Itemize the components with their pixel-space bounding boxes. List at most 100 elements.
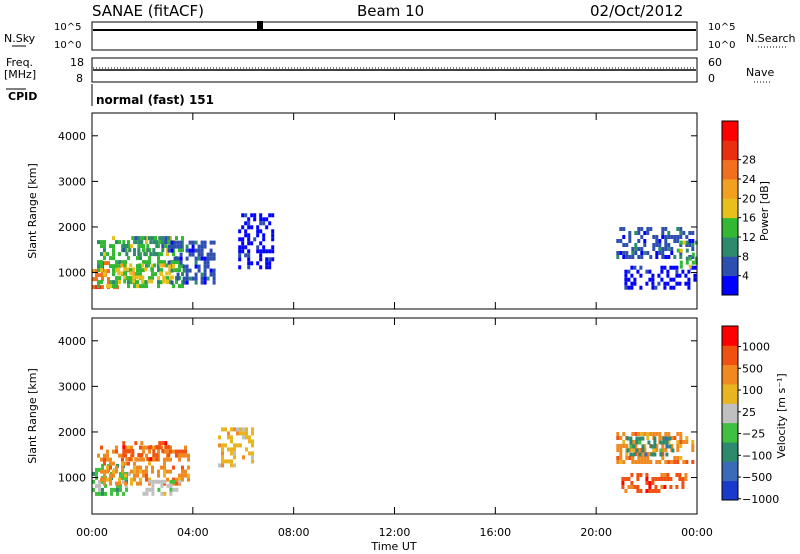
velocity-echo-cell: [178, 449, 181, 454]
power-echo-cell: [151, 272, 154, 277]
power-echo-cell: [118, 240, 121, 245]
power-echo-cell: [663, 281, 667, 286]
power-echo-cell: [657, 281, 661, 286]
velocity-echo-cell: [139, 469, 142, 474]
power-echo-cell: [147, 263, 151, 268]
velocity-echo-cell: [152, 457, 156, 462]
velocity-echo-cell: [131, 449, 135, 454]
velocity-echo-cell: [662, 436, 666, 441]
power-echo-cell: [667, 247, 671, 251]
power-echo-cell: [157, 276, 160, 281]
velocity-echo-cell: [160, 465, 163, 470]
velocity-echo-cell: [679, 444, 683, 448]
velocity-echo-cell: [675, 485, 679, 489]
power-echo-cell: [124, 260, 127, 265]
velocity-echo-cell: [616, 456, 620, 460]
velocity-echo-cell: [236, 431, 239, 436]
velocity-echo-cell: [233, 443, 236, 448]
velocity-echo-cell: [616, 444, 620, 448]
velocity-echo-cell: [666, 473, 670, 477]
power-echo-cell: [633, 277, 637, 282]
velocity-echo-cell: [653, 440, 657, 445]
velocity-echo-cell: [101, 479, 104, 484]
velocity-echo-cell: [637, 456, 641, 460]
velocity-echo-cell: [661, 448, 665, 452]
power-echo-cell: [100, 240, 103, 245]
nsky-label: N.Sky: [4, 32, 36, 45]
velocity-echo-cell: [98, 491, 101, 496]
velocity-echo-cell: [636, 477, 640, 481]
power-echo-cell: [97, 260, 100, 265]
power-echo-cell: [206, 260, 210, 265]
velocity-echo-cell: [678, 477, 682, 481]
power-echo-cell: [142, 268, 145, 273]
power-echo-cell: [660, 277, 664, 282]
velocity-echo-cell: [163, 461, 166, 466]
power-echo-cell: [652, 243, 656, 247]
velocity-echo-cell: [645, 473, 649, 477]
power-echo-cell: [185, 280, 189, 285]
velocity-colorbar-tick-label: 25: [742, 406, 756, 419]
power-echo-cell: [259, 253, 263, 258]
power-echo-cell: [162, 275, 166, 280]
velocity-echo-cell: [133, 473, 136, 478]
power-echo-cell: [655, 239, 659, 243]
velocity-ylabel: Slant Range [km]: [26, 368, 39, 464]
power-echo-cell: [185, 248, 189, 253]
velocity-echo-cell: [169, 491, 173, 496]
power-echo-cell: [624, 281, 628, 286]
power-echo-cell: [209, 268, 213, 273]
velocity-echo-cell: [115, 465, 118, 470]
power-ylabel: Slant Range [km]: [26, 163, 39, 259]
velocity-echo-cell: [166, 449, 169, 454]
power-echo-cell: [158, 236, 162, 241]
velocity-echo-cell: [145, 445, 148, 450]
power-colorbar-swatch: [722, 217, 738, 238]
power-echo-cell: [241, 225, 245, 230]
power-echo-cell: [667, 243, 671, 247]
velocity-echo-cell: [106, 469, 109, 474]
power-colorbar-swatch: [722, 179, 738, 199]
velocity-echo-cell: [691, 460, 695, 464]
velocity-echo-cell: [616, 432, 620, 436]
velocity-echo-cell: [675, 473, 679, 477]
power-echo-cell: [132, 275, 136, 280]
power-echo-cell: [206, 252, 210, 257]
power-echo-cell: [685, 260, 689, 265]
velocity-echo-cell: [112, 449, 115, 454]
velocity-echo-cell: [163, 457, 166, 462]
power-echo-cell: [684, 281, 688, 286]
velocity-echo-cell: [109, 457, 112, 462]
velocity-echo-cell: [124, 453, 127, 458]
power-echo-cell: [670, 247, 674, 251]
velocity-echo-cell: [634, 452, 638, 456]
power-echo-cell: [679, 243, 683, 247]
power-echo-cell: [637, 239, 641, 243]
power-echo-cell: [250, 261, 254, 266]
power-echo-cell: [628, 255, 632, 259]
power-echo-cell: [181, 280, 184, 285]
velocity-echo-cell: [178, 479, 182, 484]
power-echo-cell: [203, 260, 207, 265]
power-echo-cell: [140, 240, 144, 245]
nave-tick-bottom: 0: [708, 72, 715, 85]
power-echo-cell: [137, 244, 141, 249]
velocity-echo-cell: [650, 452, 654, 457]
power-echo-cell: [685, 235, 689, 239]
power-echo-cell: [268, 213, 272, 218]
power-echo-cell: [238, 265, 242, 270]
nsky-trace: [93, 21, 696, 31]
power-echo-cell: [109, 284, 112, 289]
power-echo-cell: [165, 279, 169, 284]
velocity-echo-cell: [136, 465, 139, 470]
power-echo-cell: [630, 285, 634, 290]
velocity-echo-cell: [682, 440, 686, 444]
power-echo-cell: [133, 284, 136, 289]
power-echo-cell: [123, 263, 127, 268]
power-echo-cell: [185, 256, 189, 261]
power-echo-cell: [649, 227, 653, 231]
power-colorbar-swatch: [722, 237, 738, 257]
power-echo-cell: [250, 241, 254, 246]
power-echo-cell: [633, 281, 637, 286]
velocity-echo-cell: [245, 431, 248, 436]
